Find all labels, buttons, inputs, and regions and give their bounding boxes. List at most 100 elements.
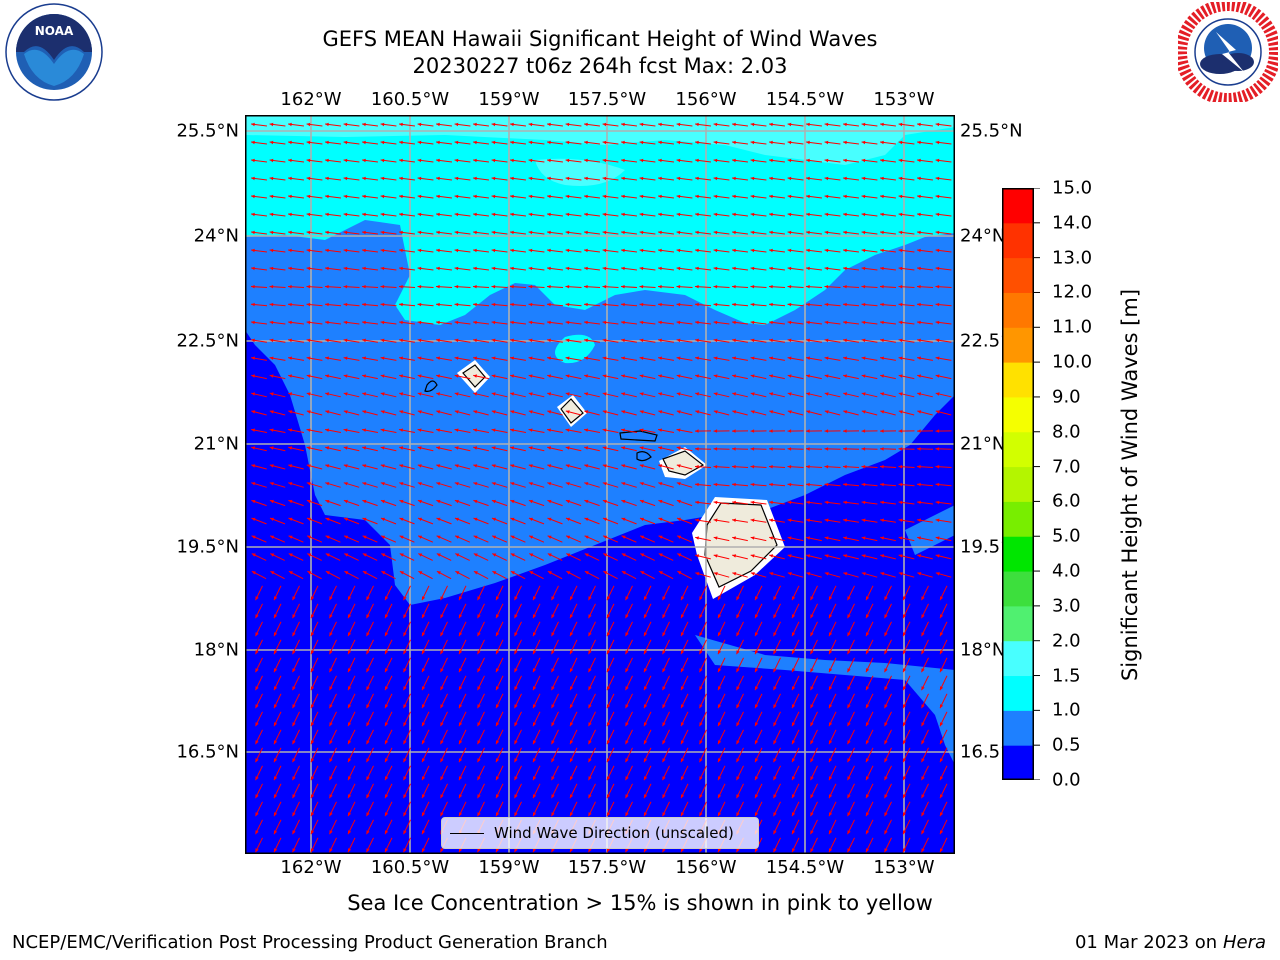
wave-arrow bbox=[251, 338, 267, 343]
wave-arrow bbox=[824, 500, 841, 505]
wave-arrow bbox=[676, 266, 693, 271]
wave-arrow bbox=[602, 338, 619, 343]
wave-arrow bbox=[658, 446, 674, 452]
wave-arrow bbox=[602, 140, 619, 145]
wave-arrow bbox=[473, 517, 489, 525]
wave-arrow bbox=[509, 285, 527, 289]
wave-arrow bbox=[547, 392, 563, 398]
wave-arrow bbox=[565, 266, 582, 271]
wave-arrow bbox=[602, 230, 619, 235]
wave-arrow bbox=[440, 693, 448, 709]
wave-arrow bbox=[699, 801, 707, 817]
wave-arrow bbox=[676, 122, 693, 127]
wave-arrow bbox=[773, 639, 781, 655]
wave-arrow bbox=[898, 285, 915, 289]
wave-arrow bbox=[491, 410, 508, 416]
wave-arrow bbox=[750, 374, 767, 380]
wave-arrow bbox=[639, 230, 656, 235]
wave-arrow bbox=[584, 320, 600, 325]
wave-arrow bbox=[717, 693, 726, 709]
wave-arrow bbox=[251, 482, 267, 488]
wave-arrow bbox=[584, 194, 600, 199]
wave-arrow bbox=[750, 392, 767, 398]
lon-tick-bottom: 153°W bbox=[873, 857, 935, 878]
wave-arrow bbox=[436, 230, 452, 235]
wave-arrow bbox=[824, 392, 841, 398]
wave-arrow bbox=[828, 801, 837, 817]
wave-arrow bbox=[732, 500, 748, 505]
wave-arrow bbox=[472, 285, 490, 289]
wave-arrow bbox=[787, 374, 804, 380]
wave-arrow bbox=[676, 446, 693, 452]
wave-arrow bbox=[732, 410, 748, 416]
wave-arrow bbox=[662, 729, 670, 745]
lon-tick-bottom: 159°W bbox=[478, 857, 540, 878]
wave-arrow bbox=[939, 747, 948, 763]
wave-arrow bbox=[602, 194, 619, 199]
wave-arrow bbox=[658, 535, 674, 543]
wave-arrow bbox=[880, 536, 896, 542]
wave-arrow bbox=[884, 801, 892, 817]
wave-arrow bbox=[510, 122, 526, 127]
wave-arrow bbox=[824, 140, 841, 145]
wave-arrow bbox=[436, 374, 452, 380]
wave-arrow bbox=[250, 302, 268, 307]
wave-arrow bbox=[325, 248, 341, 253]
wave-arrow bbox=[699, 729, 707, 745]
wave-arrow bbox=[417, 140, 434, 145]
wave-arrow bbox=[528, 140, 545, 145]
wave-arrow bbox=[843, 122, 859, 127]
wave-arrow bbox=[736, 711, 744, 727]
wave-arrow bbox=[310, 837, 319, 853]
wave-arrow bbox=[528, 158, 545, 163]
wave-arrow bbox=[528, 194, 545, 199]
wave-arrow bbox=[477, 729, 485, 745]
wave-arrow bbox=[472, 302, 490, 307]
wave-arrow bbox=[843, 518, 859, 523]
wave-arrow bbox=[806, 140, 822, 145]
wave-arrow bbox=[676, 140, 693, 145]
wave-arrow bbox=[362, 446, 378, 452]
wave-arrow bbox=[436, 482, 452, 488]
wave-arrow bbox=[292, 585, 300, 601]
wave-arrow bbox=[398, 285, 416, 289]
wave-arrow bbox=[510, 410, 526, 416]
wave-arrow bbox=[251, 176, 267, 181]
wave-arrow bbox=[639, 374, 656, 380]
wave-arrow bbox=[514, 693, 522, 709]
wave-arrow bbox=[292, 621, 300, 637]
wave-arrow bbox=[791, 837, 800, 853]
wave-arrow bbox=[473, 158, 489, 163]
wave-arrow bbox=[566, 553, 581, 561]
wave-arrow bbox=[251, 553, 267, 561]
wave-arrow bbox=[362, 570, 378, 580]
wave-arrow bbox=[510, 446, 526, 452]
wave-arrow bbox=[694, 285, 712, 289]
wave-arrow bbox=[769, 500, 785, 505]
wave-arrow bbox=[791, 729, 800, 745]
wave-arrow bbox=[643, 747, 652, 763]
wave-arrow bbox=[731, 285, 749, 289]
wave-arrow bbox=[676, 374, 693, 380]
wave-arrow bbox=[806, 374, 822, 380]
wave-arrow bbox=[288, 553, 304, 561]
wave-arrow bbox=[939, 711, 948, 727]
wave-arrow bbox=[810, 585, 818, 601]
wave-arrow bbox=[565, 248, 582, 253]
wave-arrow bbox=[384, 693, 393, 709]
wave-arrow bbox=[676, 535, 693, 543]
wave-arrow bbox=[269, 499, 286, 507]
wave-arrow bbox=[251, 464, 267, 470]
wave-arrow bbox=[713, 374, 730, 380]
lon-tick-bottom: 156°W bbox=[675, 857, 737, 878]
wave-arrow bbox=[495, 747, 504, 763]
wave-arrow bbox=[532, 621, 541, 637]
colorbar-cell bbox=[1002, 257, 1034, 293]
wave-arrow bbox=[861, 447, 878, 451]
wave-arrow bbox=[731, 447, 749, 451]
wave-arrow bbox=[514, 603, 522, 619]
wave-arrow bbox=[824, 194, 841, 199]
wave-arrow bbox=[880, 248, 896, 253]
wave-arrow bbox=[547, 122, 563, 127]
wave-arrow bbox=[917, 410, 933, 416]
